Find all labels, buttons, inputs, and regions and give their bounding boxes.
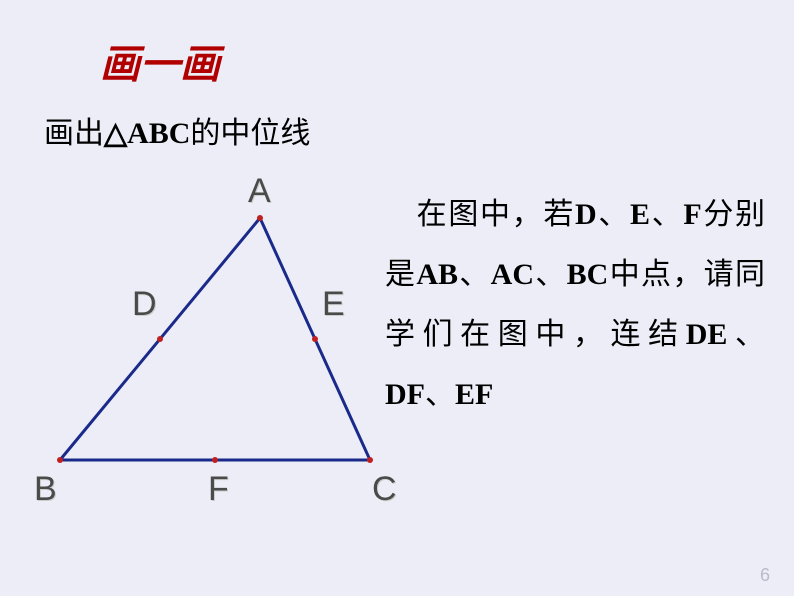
instruction-paragraph: 在图中，若D、E、F分别是AB、AC、BC中点，请同学们在图中，连结DE、DF、… bbox=[385, 185, 765, 425]
para-side-ab: AB bbox=[416, 258, 458, 291]
para-sep: 、 bbox=[650, 198, 683, 231]
para-sep: 、 bbox=[534, 258, 567, 291]
subheading-prefix: 画出 bbox=[44, 117, 104, 150]
vertex-label-a: A bbox=[248, 172, 271, 211]
triangle-diagram: A B C D E F bbox=[20, 160, 400, 520]
para-sep: 、 bbox=[425, 378, 455, 411]
page-number: 6 bbox=[760, 565, 770, 586]
vertex-label-f: F bbox=[208, 470, 229, 509]
para-point-d: D bbox=[575, 198, 597, 231]
para-seg-ef: EF bbox=[455, 378, 493, 411]
para-seg-df: DF bbox=[385, 378, 425, 411]
heading-title: 画一画 bbox=[100, 32, 220, 90]
subheading-suffix: 的中位线 bbox=[190, 117, 310, 150]
para-side-bc: BC bbox=[567, 258, 609, 291]
para-sep: 、 bbox=[597, 198, 630, 231]
subheading-triangle: △ABC bbox=[104, 117, 190, 150]
para-sep: 、 bbox=[727, 318, 765, 351]
para-side-ac: AC bbox=[491, 258, 534, 291]
subheading: 画出△ABC的中位线 bbox=[44, 108, 310, 152]
para-point-f: F bbox=[683, 198, 701, 231]
vertex-label-d: D bbox=[132, 285, 157, 324]
para-point-e: E bbox=[630, 198, 650, 231]
para-seg-de: DE bbox=[686, 318, 728, 351]
para-text: 在图中，若 bbox=[385, 198, 575, 231]
vertex-label-e: E bbox=[322, 285, 345, 324]
para-sep: 、 bbox=[458, 258, 491, 291]
vertex-label-c: C bbox=[372, 470, 397, 509]
triangle-svg bbox=[20, 160, 400, 520]
vertex-label-b: B bbox=[34, 470, 57, 509]
